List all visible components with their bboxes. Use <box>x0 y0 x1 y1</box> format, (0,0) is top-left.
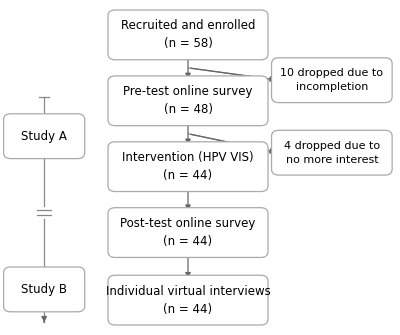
Text: 4 dropped due to
no more interest: 4 dropped due to no more interest <box>284 141 380 165</box>
Text: Post-test online survey
(n = 44): Post-test online survey (n = 44) <box>120 217 256 248</box>
FancyBboxPatch shape <box>272 130 392 175</box>
Text: Individual virtual interviews
(n = 44): Individual virtual interviews (n = 44) <box>106 285 270 316</box>
Text: Pre-test online survey
(n = 48): Pre-test online survey (n = 48) <box>123 85 253 116</box>
FancyBboxPatch shape <box>108 275 268 325</box>
Text: Study A: Study A <box>21 130 67 143</box>
FancyBboxPatch shape <box>108 208 268 257</box>
FancyBboxPatch shape <box>108 76 268 126</box>
FancyBboxPatch shape <box>272 58 392 103</box>
Text: Intervention (HPV VIS)
(n = 44): Intervention (HPV VIS) (n = 44) <box>122 151 254 182</box>
FancyBboxPatch shape <box>4 114 85 158</box>
FancyBboxPatch shape <box>4 267 85 312</box>
Text: Recruited and enrolled
(n = 58): Recruited and enrolled (n = 58) <box>121 19 255 50</box>
Text: 10 dropped due to
incompletion: 10 dropped due to incompletion <box>280 68 383 92</box>
FancyBboxPatch shape <box>108 142 268 192</box>
FancyBboxPatch shape <box>108 10 268 60</box>
Text: Study B: Study B <box>21 283 67 296</box>
